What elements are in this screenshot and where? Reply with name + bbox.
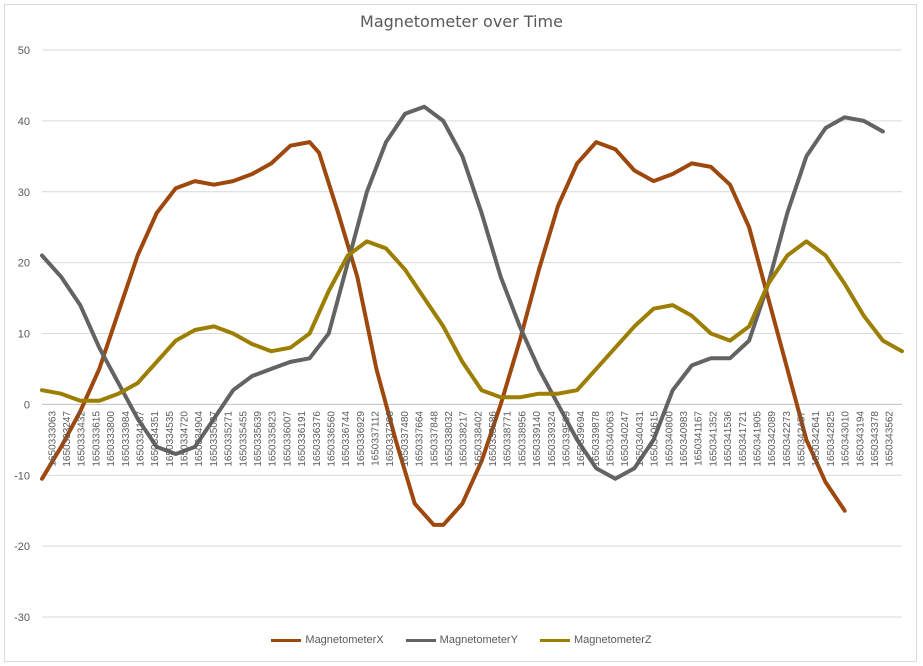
x-tick-label: 1650336376 bbox=[312, 411, 323, 467]
x-tick-label: 1650338402 bbox=[473, 411, 484, 467]
x-tick-label: 1650336560 bbox=[326, 411, 337, 467]
legend-item-magnetometerx: MagnetometerX bbox=[271, 634, 384, 646]
x-tick-label: 1650341721 bbox=[738, 411, 749, 467]
gridlines bbox=[42, 49, 902, 618]
x-tick-label: 1650334535 bbox=[165, 411, 176, 467]
legend-label: MagnetometerX bbox=[305, 634, 384, 646]
y-tick-label: 40 bbox=[18, 116, 30, 128]
x-tick-label: 1650334167 bbox=[135, 411, 146, 467]
x-tick-label: 1650341536 bbox=[723, 411, 734, 467]
x-tick-label: 1650333800 bbox=[106, 411, 117, 467]
x-tick-label: 1650339324 bbox=[547, 411, 558, 467]
x-tick-label: 1650342089 bbox=[767, 411, 778, 467]
x-tick-label: 1650342273 bbox=[782, 411, 793, 467]
x-tick-label: 1650338771 bbox=[503, 411, 514, 467]
legend: MagnetometerX MagnetometerY MagnetometerZ bbox=[0, 634, 923, 646]
x-tick-label: 1650335455 bbox=[238, 411, 249, 467]
y-tick-label: 10 bbox=[18, 329, 30, 341]
x-tick-label: 1650340983 bbox=[679, 411, 690, 467]
x-tick-label: 1650339878 bbox=[591, 411, 602, 467]
x-tick-label: 1650333984 bbox=[121, 411, 132, 467]
x-axis: 1650333063 1650333247 1650333432 1650333615… bbox=[47, 411, 895, 467]
y-tick-label: 0 bbox=[24, 399, 30, 411]
x-tick-label: 1650335639 bbox=[253, 411, 264, 467]
x-tick-label: 1650335087 bbox=[209, 411, 220, 467]
x-tick-label: 1650336929 bbox=[356, 411, 367, 467]
x-tick-label: 1650334351 bbox=[150, 411, 161, 467]
y-tick-label: 50 bbox=[18, 45, 30, 57]
x-tick-label: 1650336007 bbox=[282, 411, 293, 467]
x-tick-label: 1650343562 bbox=[885, 411, 896, 467]
x-tick-label: 1650340615 bbox=[650, 411, 661, 467]
series-line-magnetometerz bbox=[40, 239, 904, 403]
y-tick-label: 20 bbox=[18, 258, 30, 270]
x-tick-label: 1650338956 bbox=[517, 411, 528, 467]
x-tick-label: 1650340800 bbox=[664, 411, 675, 467]
x-tick-label: 1650339509 bbox=[561, 411, 572, 467]
x-tick-label: 1650343010 bbox=[841, 411, 852, 467]
x-tick-label: 1650337848 bbox=[429, 411, 440, 467]
x-tick-label: 1650337112 bbox=[371, 411, 382, 466]
x-tick-label: 1650342641 bbox=[811, 411, 822, 467]
x-tick-label: 1650339140 bbox=[532, 411, 543, 467]
x-tick-label: 1650334904 bbox=[194, 411, 205, 467]
x-tick-label: 1650340063 bbox=[606, 411, 617, 467]
x-tick-label: 1650342825 bbox=[826, 411, 837, 467]
y-tick-label: -20 bbox=[14, 541, 30, 553]
x-tick-label: 1650335271 bbox=[224, 411, 235, 467]
x-tick-label: 1650338032 bbox=[444, 411, 455, 467]
x-tick-label: 1650343194 bbox=[855, 411, 866, 467]
legend-label: MagnetometerY bbox=[439, 634, 518, 646]
y-tick-label: -30 bbox=[14, 612, 30, 624]
y-tick-label: 30 bbox=[18, 187, 30, 199]
legend-item-magnetometerz: MagnetometerZ bbox=[539, 634, 652, 646]
x-tick-label: 1650341905 bbox=[752, 411, 763, 467]
x-tick-label: 1650341167 bbox=[694, 411, 705, 466]
x-tick-label: 1650333432 bbox=[77, 411, 88, 467]
x-tick-label: 1650333063 bbox=[47, 411, 58, 467]
x-tick-label: 1650338217 bbox=[459, 411, 470, 467]
x-tick-label: 1650340247 bbox=[620, 411, 631, 467]
legend-item-magnetometery: MagnetometerY bbox=[405, 634, 518, 646]
chart-title: Magnetometer over Time bbox=[360, 12, 563, 31]
x-tick-label: 1650337480 bbox=[400, 411, 411, 467]
legend-swatch bbox=[405, 638, 436, 642]
x-tick-label: 1650340431 bbox=[635, 411, 646, 467]
x-tick-label: 1650336191 bbox=[297, 411, 308, 467]
x-tick-label: 1650334720 bbox=[180, 411, 191, 467]
series-line-magnetometery bbox=[40, 104, 885, 481]
x-tick-label: 1650336744 bbox=[341, 411, 352, 467]
x-tick-label: 1650333615 bbox=[91, 411, 102, 467]
series-lines bbox=[40, 104, 904, 527]
x-tick-label: 1650338586 bbox=[488, 411, 499, 467]
x-tick-label: 1650343378 bbox=[870, 411, 881, 467]
x-tick-label: 1650339694 bbox=[576, 411, 587, 467]
legend-swatch bbox=[271, 638, 302, 642]
x-tick-label: 1650333247 bbox=[62, 411, 73, 467]
series-line-magnetometerx bbox=[40, 140, 847, 527]
x-tick-label: 1650337296 bbox=[385, 411, 396, 467]
x-tick-label: 1650342457 bbox=[797, 411, 808, 467]
x-tick-label: 1650341352 bbox=[708, 411, 719, 467]
y-tick-label: -10 bbox=[14, 470, 30, 482]
x-tick-label: 1650335823 bbox=[268, 411, 279, 467]
legend-label: MagnetometerZ bbox=[573, 634, 652, 646]
legend-swatch bbox=[539, 638, 570, 642]
y-axis: 50 40 30 20 10 0 -10 -20 -30 bbox=[14, 45, 30, 624]
x-tick-label: 1650337664 bbox=[415, 411, 426, 467]
